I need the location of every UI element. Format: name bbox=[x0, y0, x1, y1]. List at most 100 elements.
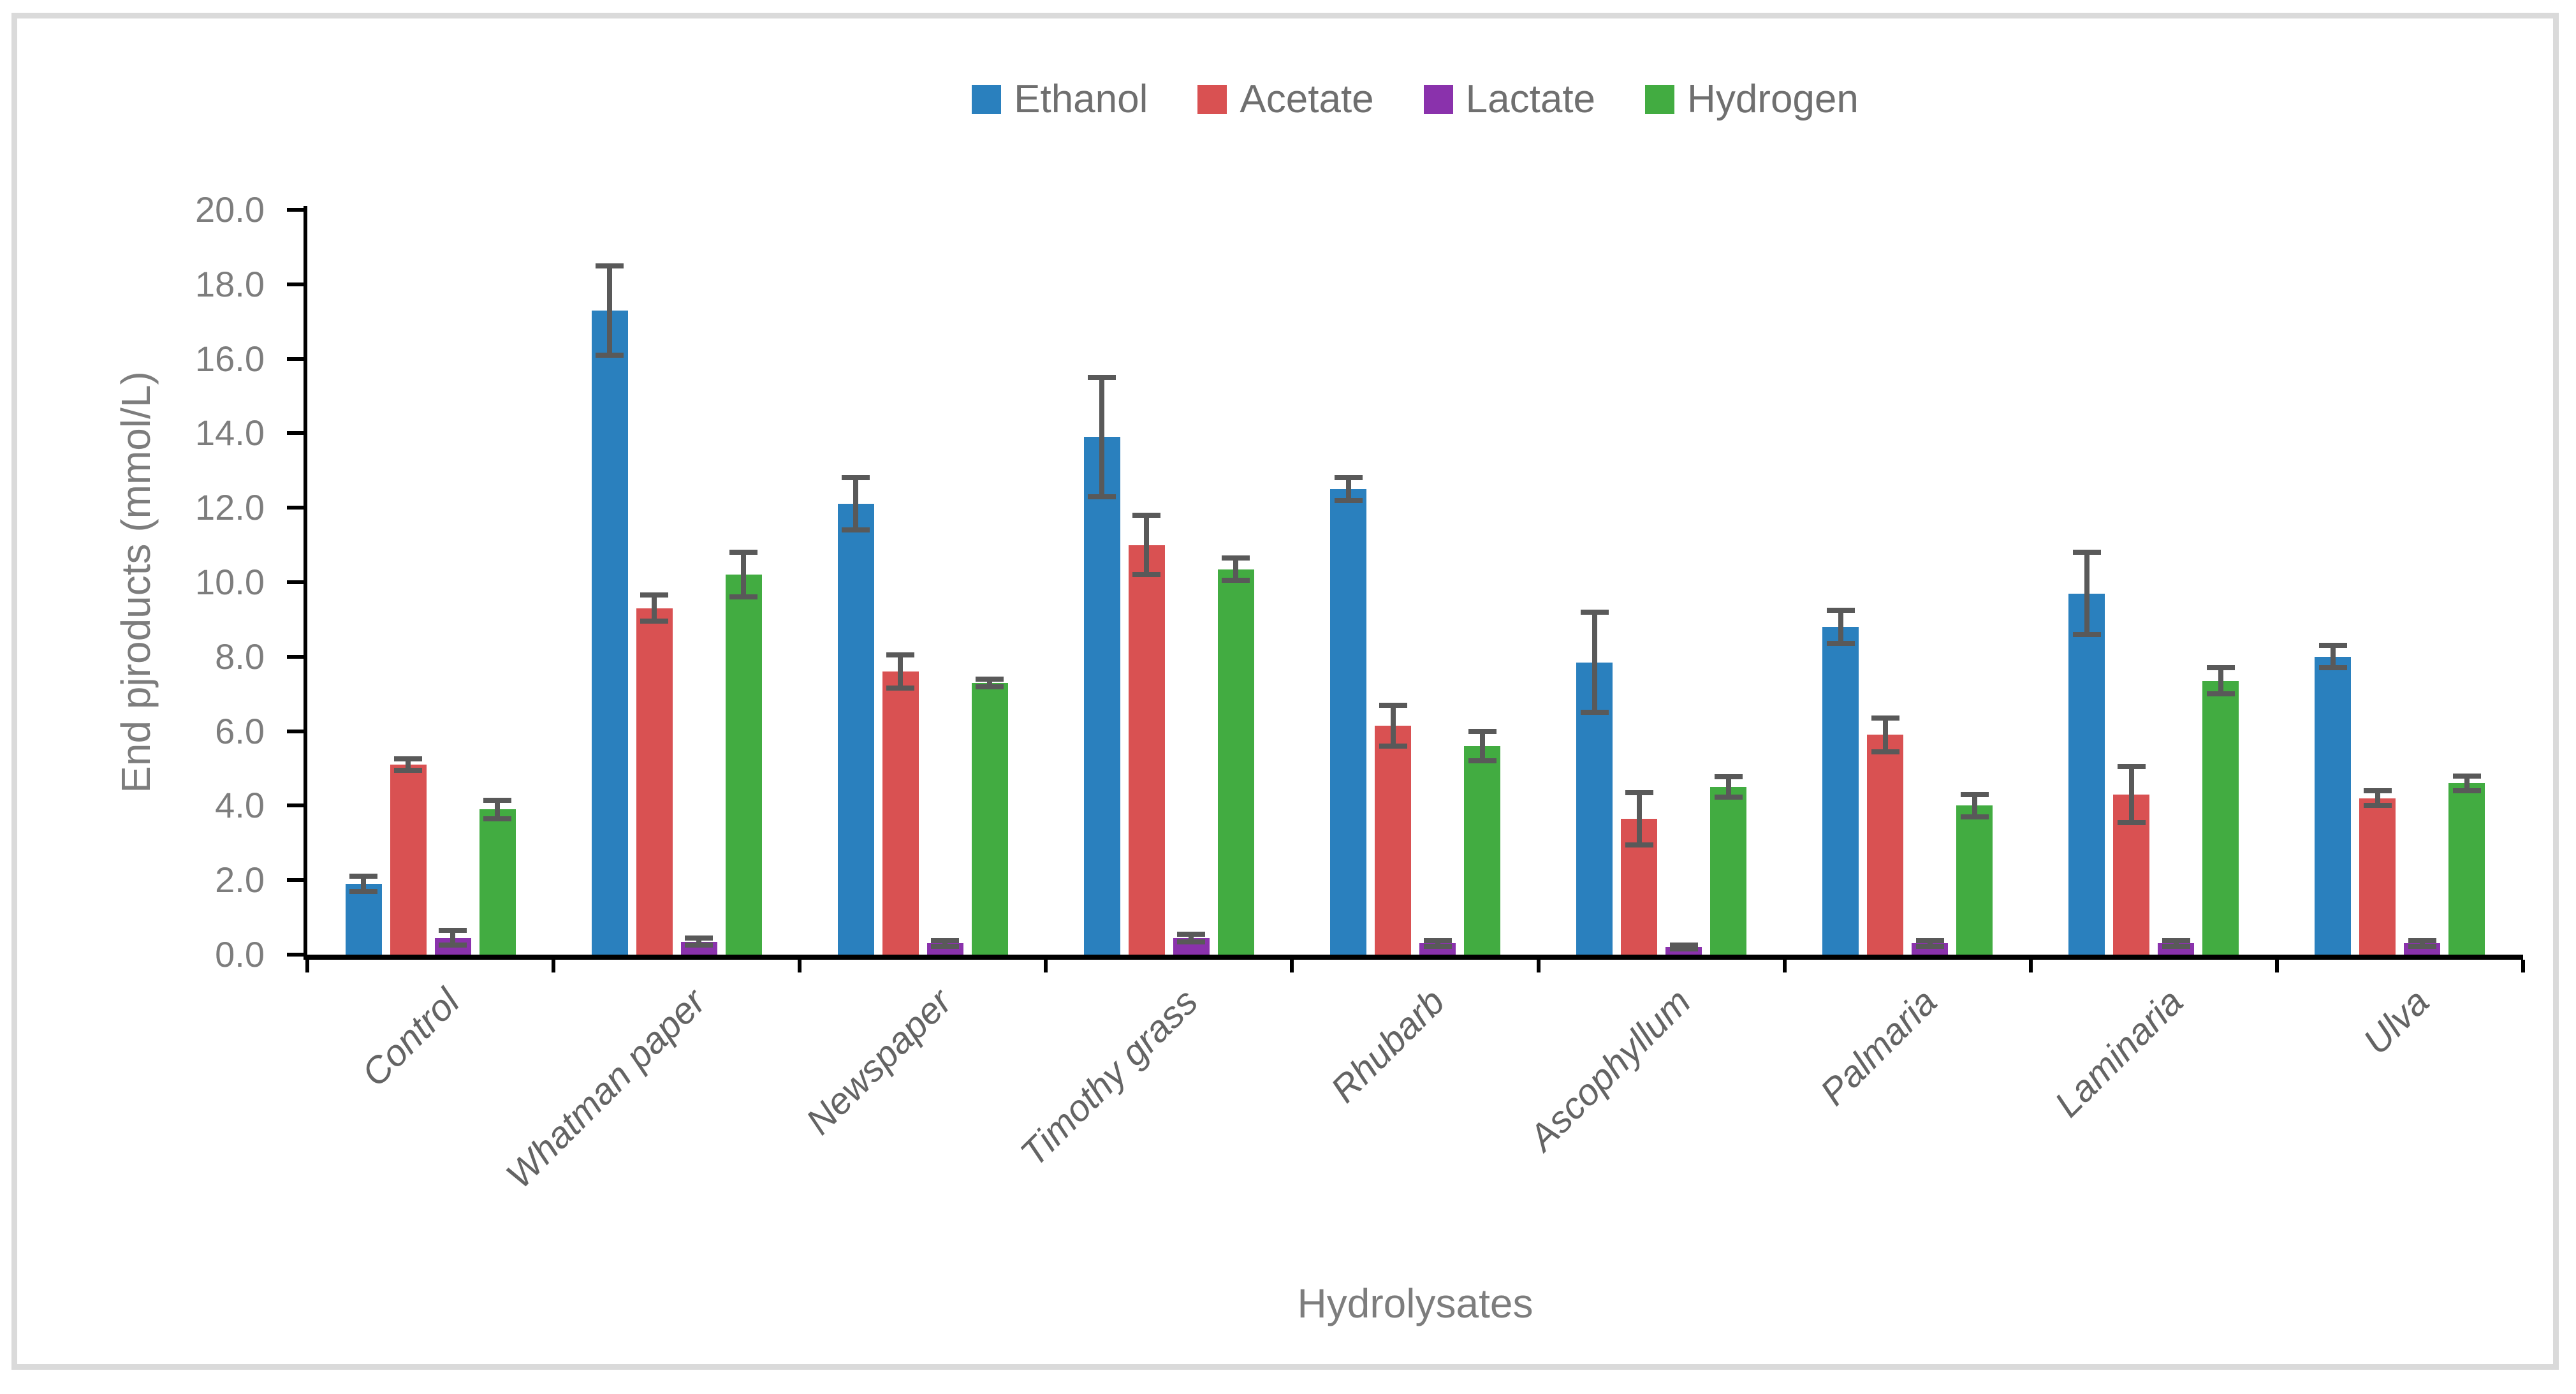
error-bar-cap-top bbox=[483, 797, 512, 803]
x-category-label: Laminaria bbox=[2046, 981, 2191, 1126]
x-tick bbox=[1536, 960, 1540, 972]
y-tick-label: 18.0 bbox=[195, 263, 265, 304]
legend-item-acetate: Acetate bbox=[1197, 77, 1374, 121]
y-tick bbox=[287, 729, 304, 733]
bar-ethanol-timothy-grass bbox=[1083, 437, 1120, 955]
x-axis-title: Hydrolysates bbox=[1297, 1280, 1533, 1326]
bar-acetate-control bbox=[390, 765, 427, 955]
error-bar-cap-bottom bbox=[1580, 710, 1609, 715]
error-bar-line bbox=[1838, 610, 1843, 644]
error-bar-cap-top bbox=[886, 652, 915, 657]
error-bar-cap-bottom bbox=[2206, 691, 2235, 697]
error-bar-cap-bottom bbox=[2072, 631, 2101, 637]
error-bar-line bbox=[2375, 791, 2380, 806]
error-bar-cap-bottom bbox=[2408, 944, 2436, 950]
bar-hydrogen-control bbox=[479, 809, 516, 955]
error-bar-cap-top bbox=[1177, 931, 1206, 937]
y-tick bbox=[287, 654, 304, 659]
error-bar-cap-bottom bbox=[976, 684, 1004, 689]
y-tick bbox=[287, 953, 304, 957]
error-bar-cap-bottom bbox=[1871, 749, 1899, 754]
y-tick bbox=[287, 878, 304, 883]
error-bar-cap-bottom bbox=[1334, 497, 1363, 503]
error-bar-cap-bottom bbox=[931, 944, 960, 950]
error-bar-cap-bottom bbox=[1379, 743, 1407, 749]
error-bar-cap-top bbox=[2363, 788, 2392, 794]
error-bar-line bbox=[741, 552, 747, 598]
error-bar-cap-bottom bbox=[1960, 814, 1989, 819]
error-bar-line bbox=[2330, 645, 2336, 668]
error-bar-line bbox=[898, 654, 904, 689]
y-tick bbox=[287, 506, 304, 510]
x-tick bbox=[1782, 960, 1787, 972]
error-bar-line bbox=[2128, 767, 2134, 823]
y-axis-line bbox=[304, 206, 307, 960]
bar-hydrogen-rhubarb bbox=[1464, 745, 1500, 955]
error-bar-cap-bottom bbox=[842, 527, 870, 533]
error-bar-cap-bottom bbox=[729, 594, 758, 600]
y-tick bbox=[287, 431, 304, 436]
error-bar-cap-top bbox=[1132, 512, 1161, 518]
error-bar-cap-top bbox=[2072, 550, 2101, 555]
legend-marker-icon bbox=[1423, 85, 1453, 114]
error-bar-line bbox=[1233, 558, 1239, 581]
error-bar-cap-bottom bbox=[2452, 788, 2481, 794]
error-bar-line bbox=[1725, 777, 1731, 797]
bar-hydrogen-ascophyllum bbox=[1710, 787, 1747, 955]
error-bar-line bbox=[1144, 515, 1150, 575]
error-bar-cap-bottom bbox=[1826, 641, 1855, 647]
error-bar-line bbox=[696, 937, 702, 946]
y-tick bbox=[287, 580, 304, 584]
bar-hydrogen-whatman-paper bbox=[725, 575, 762, 955]
error-bar-line bbox=[450, 930, 456, 946]
error-bar-line bbox=[2419, 940, 2425, 947]
error-bar-cap-bottom bbox=[1132, 572, 1161, 578]
bar-hydrogen-palmaria bbox=[1956, 805, 1993, 955]
y-tick bbox=[287, 803, 304, 808]
plot-area: Ethanol Acetate Lactate Hydrogen End pjrodu… bbox=[17, 18, 2553, 1364]
figure-frame: Ethanol Acetate Lactate Hydrogen End pjrodu… bbox=[11, 13, 2559, 1370]
y-tick-label: 0.0 bbox=[215, 934, 265, 974]
error-bar-cap-top bbox=[2408, 937, 2436, 943]
error-bar-line bbox=[942, 940, 948, 947]
bar-ethanol-palmaria bbox=[1822, 627, 1859, 955]
error-bar-cap-top bbox=[1915, 937, 1944, 943]
y-tick-label: 16.0 bbox=[195, 338, 265, 379]
error-bar-line bbox=[2464, 775, 2470, 791]
error-bar-line bbox=[607, 265, 613, 355]
error-bar-cap-top bbox=[1826, 607, 1855, 613]
legend-label: Acetate bbox=[1240, 77, 1374, 121]
legend-label: Ethanol bbox=[1014, 77, 1148, 121]
y-tick-label: 2.0 bbox=[215, 860, 265, 900]
legend-item-ethanol: Ethanol bbox=[972, 80, 1148, 119]
y-tick-label: 14.0 bbox=[195, 413, 265, 453]
bar-acetate-rhubarb bbox=[1375, 725, 1411, 955]
error-bar-cap-bottom bbox=[349, 888, 378, 894]
error-bar-cap-top bbox=[439, 928, 467, 934]
x-axis-line bbox=[304, 955, 2523, 960]
bar-ethanol-control bbox=[345, 884, 382, 955]
error-bar-cap-bottom bbox=[1915, 944, 1944, 950]
error-bar-cap-top bbox=[2206, 665, 2235, 671]
error-bar-cap-top bbox=[2162, 937, 2190, 943]
y-tick bbox=[287, 356, 304, 361]
error-bar-cap-bottom bbox=[1714, 794, 1743, 800]
error-bar-cap-bottom bbox=[1177, 939, 1206, 944]
error-bar-cap-top bbox=[2452, 773, 2481, 779]
bar-hydrogen-laminaria bbox=[2202, 680, 2239, 955]
error-bar-cap-top bbox=[1423, 937, 1452, 943]
error-bar-cap-top bbox=[1379, 702, 1407, 708]
error-bar-cap-top bbox=[2117, 764, 2146, 770]
error-bar-line bbox=[1927, 940, 1933, 947]
bar-ethanol-laminaria bbox=[2068, 593, 2105, 955]
error-bar-cap-bottom bbox=[1222, 578, 1250, 583]
error-bar-cap-bottom bbox=[483, 816, 512, 821]
error-bar-line bbox=[1189, 934, 1194, 942]
error-bar-cap-bottom bbox=[2117, 819, 2146, 825]
legend-marker-icon bbox=[1645, 85, 1675, 114]
error-bar-cap-bottom bbox=[1423, 944, 1452, 950]
error-bar-cap-bottom bbox=[2162, 944, 2190, 950]
error-bar-line bbox=[1479, 731, 1485, 761]
error-bar-cap-top bbox=[2318, 643, 2347, 649]
error-bar-line bbox=[2218, 668, 2223, 694]
